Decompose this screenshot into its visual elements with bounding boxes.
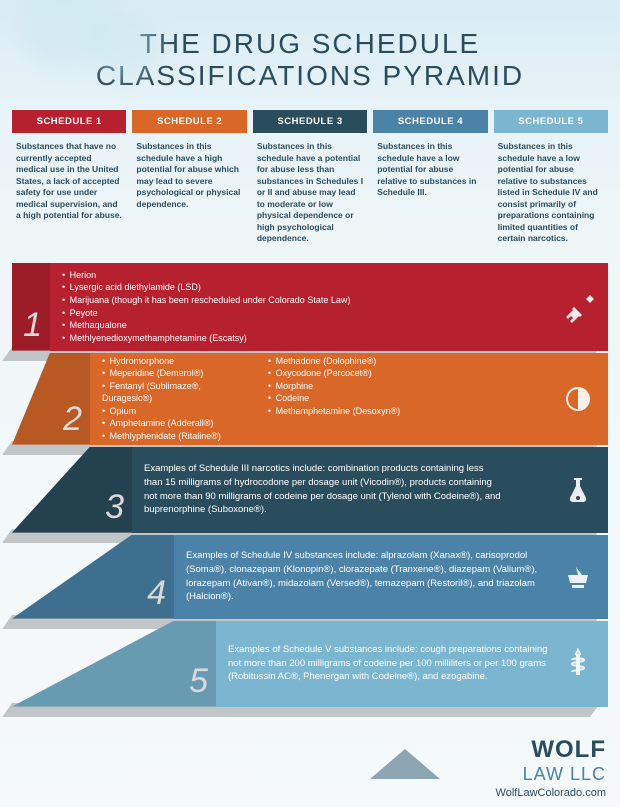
tier-number-block: 2	[12, 353, 90, 445]
flask-icon	[562, 474, 594, 506]
tier-number: 5	[189, 662, 208, 701]
footer-logo: WOLF LAW LLC	[496, 739, 606, 785]
tier-body: HydromorphoneMeperidine (Demerol®)Fentan…	[90, 353, 608, 445]
pill-icon	[562, 383, 594, 415]
list-item: Methaqualone	[62, 319, 350, 332]
schedule-desc: Substances in this schedule have a low p…	[494, 133, 608, 244]
tier-number-block: 5	[12, 621, 216, 707]
tier-body: Examples of Schedule V substances includ…	[216, 621, 608, 707]
title-line-2: CLASSIFICATIONS PYRAMID	[20, 60, 600, 92]
tier-number: 2	[63, 400, 82, 439]
caduceus-icon	[562, 648, 594, 680]
schedule-header-label: SCHEDULE 1	[12, 110, 126, 133]
main-title: THE DRUG SCHEDULE CLASSIFICATIONS PYRAMI…	[0, 0, 620, 110]
list-item: Marijuana (though it has been reschedule…	[62, 294, 350, 307]
tier-body: Examples of Schedule IV substances inclu…	[174, 535, 608, 619]
list-item: Fentanyl (Sublimaze®, Duragesic®)	[102, 380, 244, 405]
list-item: Peyote	[62, 307, 350, 320]
tier-list: HydromorphoneMeperidine (Demerol®)Fentan…	[102, 355, 244, 443]
tier-list: HerionLysergic acid diethylamide (LSD)Ma…	[62, 269, 350, 345]
list-item: Amphetamine (Adderall®)	[102, 417, 244, 430]
tier-body: HerionLysergic acid diethylamide (LSD)Ma…	[50, 263, 608, 351]
footer: WOLF LAW LLC WolfLawColorado.com	[496, 739, 606, 799]
schedule-col-3: SCHEDULE 3Substances in this schedule ha…	[253, 110, 367, 244]
title-line-1: THE DRUG SCHEDULE	[20, 28, 600, 60]
schedule-header-label: SCHEDULE 5	[494, 110, 608, 133]
list-item: Oxycodone (Percocet®)	[268, 367, 410, 380]
schedule-desc: Substances in this schedule have a low p…	[373, 133, 487, 198]
list-item: Methlyenedioxymethamphetamine (Escatsy)	[62, 332, 350, 345]
list-item: Hydromorphone	[102, 355, 244, 368]
tier-number-block: 1	[12, 263, 50, 351]
tier-list: Methadone (Dolophine®)Oxycodone (Percoce…	[268, 355, 410, 443]
list-item: Codeine	[268, 392, 410, 405]
schedule-desc: Substances in this schedule have a high …	[132, 133, 246, 210]
pyramid: 1HerionLysergic acid diethylamide (LSD)M…	[12, 263, 608, 743]
schedule-col-4: SCHEDULE 4Substances in this schedule ha…	[373, 110, 487, 244]
list-item: Methamphetamine (Desoxyn®)	[268, 405, 410, 418]
list-item: Opium	[102, 405, 244, 418]
logo-sub: LAW LLC	[523, 764, 606, 784]
list-item: Lysergic acid diethylamide (LSD)	[62, 281, 350, 294]
tier-text: Examples of Schedule IV substances inclu…	[186, 549, 546, 604]
tier-number-block: 3	[12, 447, 132, 533]
schedule-header-label: SCHEDULE 3	[253, 110, 367, 133]
tier-text: Examples of Schedule V substances includ…	[228, 643, 558, 684]
schedule-desc: Substances that have no currently accept…	[12, 133, 126, 221]
tier-number: 3	[105, 488, 124, 527]
list-item: Methadone (Dolophine®)	[268, 355, 410, 368]
list-item: Herion	[62, 269, 350, 282]
mountain-icon	[370, 749, 440, 779]
list-item: Morphine	[268, 380, 410, 393]
tier-1: 1HerionLysergic acid diethylamide (LSD)M…	[12, 263, 608, 351]
schedule-header-label: SCHEDULE 2	[132, 110, 246, 133]
schedule-header-row: SCHEDULE 1Substances that have no curren…	[0, 110, 620, 244]
tier-3: 3 Examples of Schedule III narcotics incl…	[12, 447, 608, 533]
tier-4: 4 Examples of Schedule IV substances incl…	[12, 535, 608, 619]
logo-main: WOLF	[531, 736, 606, 763]
schedule-desc: Substances in this schedule have a poten…	[253, 133, 367, 244]
schedule-col-1: SCHEDULE 1Substances that have no curren…	[12, 110, 126, 244]
schedule-col-5: SCHEDULE 5Substances in this schedule ha…	[494, 110, 608, 244]
list-item: Methlyphenidate (Ritaline®)	[102, 430, 244, 443]
footer-url: WolfLawColorado.com	[496, 787, 606, 799]
tier-text: Examples of Schedule III narcotics inclu…	[144, 462, 504, 517]
tier-number: 1	[23, 306, 42, 345]
tier-number-block: 4	[12, 535, 174, 619]
mortar-icon	[562, 561, 594, 593]
syringe-icon	[562, 291, 594, 323]
tier-2: 2 HydromorphoneMeperidine (Demerol®)Fenta…	[12, 353, 608, 445]
list-item: Meperidine (Demerol®)	[102, 367, 244, 380]
tier-body: Examples of Schedule III narcotics inclu…	[132, 447, 608, 533]
tier-number: 4	[147, 574, 166, 613]
tier-5: 5 Examples of Schedule V substances inclu…	[12, 621, 608, 707]
schedule-header-label: SCHEDULE 4	[373, 110, 487, 133]
schedule-col-2: SCHEDULE 2Substances in this schedule ha…	[132, 110, 246, 244]
